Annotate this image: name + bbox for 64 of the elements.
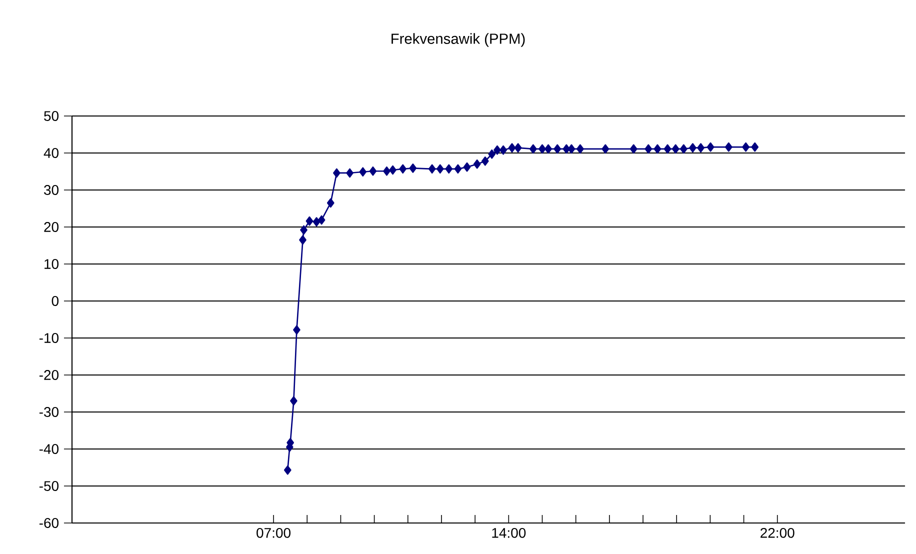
y-tick-label: 10 <box>44 259 59 269</box>
y-tick-label: 0 <box>52 296 59 306</box>
point <box>293 325 300 335</box>
point <box>494 145 501 155</box>
y-tick-label: 30 <box>44 185 59 195</box>
point <box>369 166 377 176</box>
y-tick-label: 20 <box>44 222 59 232</box>
point <box>299 235 306 245</box>
point <box>508 143 516 152</box>
point <box>644 144 652 154</box>
point <box>706 142 714 152</box>
point <box>654 144 662 154</box>
y-tick-label: -30 <box>39 407 59 417</box>
point <box>463 162 471 172</box>
y-tick-label: -40 <box>39 444 59 454</box>
point <box>672 144 680 154</box>
y-tick-label: -20 <box>39 370 59 380</box>
point <box>554 144 562 154</box>
point <box>664 144 672 154</box>
point <box>689 143 696 152</box>
point <box>473 159 481 169</box>
point <box>724 142 732 152</box>
point <box>306 216 314 226</box>
point <box>436 164 444 174</box>
point <box>383 166 390 176</box>
point <box>481 156 489 166</box>
y-tick-label: 50 <box>44 111 59 121</box>
point <box>568 144 576 154</box>
point <box>445 164 453 174</box>
y-tick-label: -10 <box>39 333 59 343</box>
y-tick-label: -50 <box>39 481 59 491</box>
y-tick-label: -60 <box>39 518 59 528</box>
point <box>333 168 340 178</box>
point <box>389 165 396 175</box>
point <box>602 144 610 154</box>
point <box>409 164 417 173</box>
point <box>576 144 584 154</box>
x-tick-label: 07:00 <box>256 528 290 538</box>
point <box>290 396 298 406</box>
point <box>454 164 462 174</box>
point <box>514 143 522 152</box>
point <box>680 144 688 154</box>
point <box>630 144 638 154</box>
point <box>326 198 334 208</box>
point <box>428 164 436 174</box>
point <box>312 217 320 226</box>
point <box>742 142 750 152</box>
point <box>530 144 537 154</box>
point <box>300 225 308 235</box>
point <box>697 143 704 152</box>
point <box>544 144 552 154</box>
point <box>359 167 367 177</box>
point <box>538 144 546 154</box>
x-tick-label: 14:00 <box>492 528 526 538</box>
point <box>751 142 759 152</box>
point <box>346 168 354 178</box>
point <box>500 145 507 155</box>
chart-title: Frekvensawik (PPM) <box>392 33 525 47</box>
y-tick-label: 40 <box>44 148 59 158</box>
point <box>284 465 292 475</box>
point <box>488 149 496 159</box>
x-tick-label: 22:00 <box>760 528 794 538</box>
point <box>399 164 407 174</box>
point <box>318 215 326 225</box>
